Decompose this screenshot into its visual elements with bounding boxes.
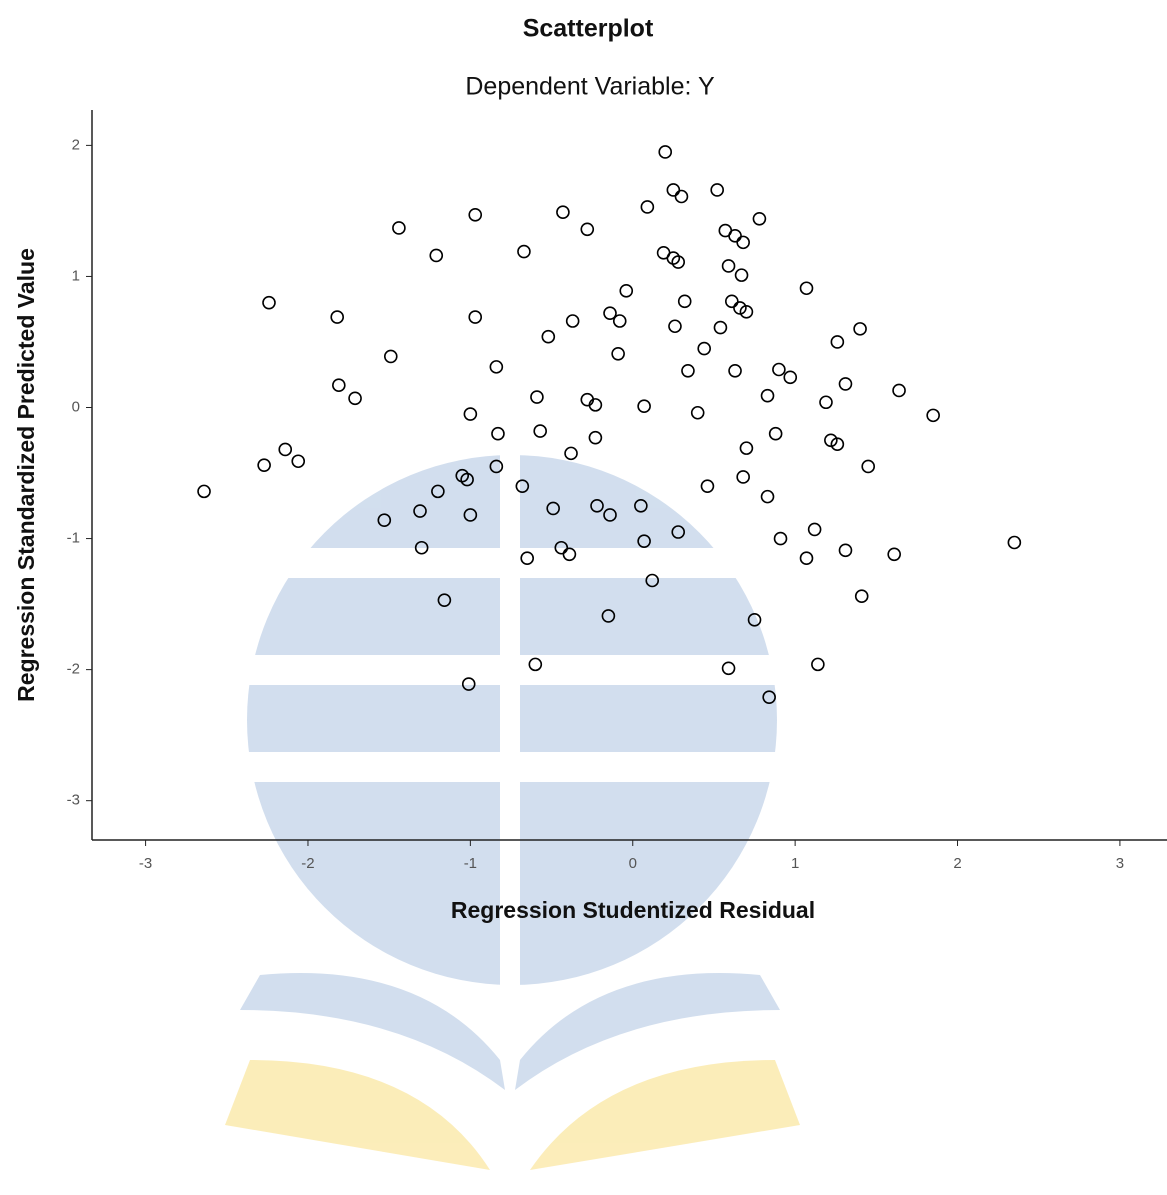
point (263, 297, 275, 309)
x-tick-label: 2 (953, 855, 961, 872)
y-tick-label: -1 (67, 530, 80, 547)
point (682, 365, 694, 377)
y-axis-label: Regression Standardized Predicted Value (13, 248, 39, 702)
point (839, 544, 851, 556)
point (492, 428, 504, 440)
point (669, 320, 681, 332)
y-tick-label: 1 (72, 267, 80, 284)
point (737, 236, 749, 248)
point (698, 343, 710, 355)
point (531, 391, 543, 403)
point (701, 480, 713, 492)
point (711, 184, 723, 196)
point (839, 378, 851, 390)
point (589, 432, 601, 444)
x-tick-label: 1 (791, 855, 799, 872)
point (753, 213, 765, 225)
point (729, 230, 741, 242)
point (831, 336, 843, 348)
point (675, 190, 687, 202)
point (770, 428, 782, 440)
x-tick-label: -2 (301, 855, 314, 872)
point (714, 322, 726, 334)
x-tick-label: 3 (1116, 855, 1124, 872)
point (620, 285, 632, 297)
y-tick-label: -3 (67, 792, 80, 809)
point (723, 260, 735, 272)
point (773, 363, 785, 375)
point (349, 392, 361, 404)
point (775, 533, 787, 545)
point (464, 408, 476, 420)
point (893, 384, 905, 396)
y-tick-label: 0 (72, 398, 80, 415)
point (612, 348, 624, 360)
point (518, 246, 530, 258)
point (385, 350, 397, 362)
chart-subtitle: Dependent Variable: Y (465, 73, 715, 101)
point (801, 552, 813, 564)
point (679, 295, 691, 307)
point (854, 323, 866, 335)
point (692, 407, 704, 419)
point (393, 222, 405, 234)
point (888, 548, 900, 560)
point (659, 146, 671, 158)
point (565, 447, 577, 459)
point (1008, 536, 1020, 548)
point (809, 523, 821, 535)
point (762, 491, 774, 503)
point (737, 471, 749, 483)
point (534, 425, 546, 437)
point (331, 311, 343, 323)
point (258, 459, 270, 471)
point (784, 371, 796, 383)
point (726, 295, 738, 307)
point (736, 269, 748, 281)
y-tick-label: 2 (72, 136, 80, 153)
x-tick-label: -1 (464, 855, 477, 872)
chart-title: Scatterplot (523, 15, 654, 43)
point (279, 443, 291, 455)
chart: Scatterplot Dependent Variable: Y Regres… (0, 0, 1167, 1195)
point (198, 485, 210, 497)
point (667, 184, 679, 196)
point (740, 442, 752, 454)
point (542, 331, 554, 343)
point (292, 455, 304, 467)
point (927, 409, 939, 421)
point (490, 361, 502, 373)
point (581, 223, 593, 235)
point (469, 209, 481, 221)
point (614, 315, 626, 327)
point (762, 390, 774, 402)
point (469, 311, 481, 323)
x-tick-label: -3 (139, 855, 152, 872)
point (567, 315, 579, 327)
point (729, 365, 741, 377)
y-tick-label: -2 (67, 661, 80, 678)
point (862, 460, 874, 472)
point (638, 400, 650, 412)
point (801, 282, 813, 294)
point (641, 201, 653, 213)
point (333, 379, 345, 391)
point (856, 590, 868, 602)
point (812, 658, 824, 670)
x-tick-label: 0 (629, 855, 637, 872)
x-axis-label: Regression Studentized Residual (451, 897, 815, 923)
point (430, 249, 442, 261)
watermark (225, 455, 800, 1170)
point (557, 206, 569, 218)
point (820, 396, 832, 408)
